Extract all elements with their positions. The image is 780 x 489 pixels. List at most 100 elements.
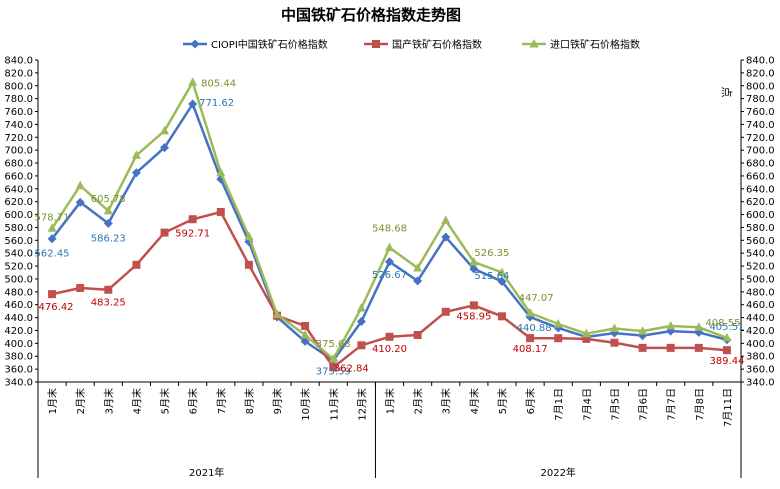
series-point <box>553 319 563 328</box>
series-point <box>372 40 380 48</box>
x-tick-label: 7月4日 <box>581 388 593 421</box>
data-label: 526.35 <box>474 248 509 259</box>
series-point <box>609 323 619 333</box>
y-tick-label-left: 500.0 <box>4 274 33 285</box>
series-point <box>356 316 366 326</box>
data-label: 515.64 <box>474 271 509 282</box>
y-tick-label-right: 480.0 <box>746 287 775 298</box>
series-point <box>131 168 141 178</box>
series-point <box>328 354 338 363</box>
y-tick-label-left: 660.0 <box>4 171 33 182</box>
series-point <box>48 290 57 299</box>
y-tick-label-right: 820.0 <box>746 68 775 79</box>
legend: CIOPI中国铁矿石价格指数 国产铁矿石价格指数 进口铁矿石价格指数 <box>183 38 640 51</box>
x-tick-label: 3月末 <box>102 388 115 414</box>
series-point <box>722 346 731 355</box>
x-tick-label: 7月11日 <box>722 388 734 427</box>
y-tick-label-right: 360.0 <box>746 365 775 376</box>
y-tick-label-right: 460.0 <box>746 300 775 311</box>
y-tick-label-left: 620.0 <box>4 197 33 208</box>
series-point <box>47 223 57 232</box>
x-tick-label: 5月末 <box>159 388 172 414</box>
data-label: 483.25 <box>91 298 126 309</box>
y-tick-label-left: 700.0 <box>4 146 33 157</box>
series-point <box>244 231 254 240</box>
x-tick-label: 4月末 <box>468 388 481 414</box>
y-tick-label-right: 660.0 <box>746 171 775 182</box>
series-point <box>413 330 422 339</box>
series-point <box>160 228 169 237</box>
y-tick-label-right: 440.0 <box>746 313 775 324</box>
x-tick-label: 1月末 <box>46 388 59 414</box>
y-tick-label-right: 400.0 <box>746 339 775 350</box>
series-point <box>638 343 647 352</box>
y-tick-label-left: 780.0 <box>4 94 33 105</box>
series-layer <box>47 77 732 372</box>
y-tick-label-right: 740.0 <box>746 120 775 131</box>
series-point <box>300 336 310 346</box>
series-point <box>188 77 198 86</box>
x-tick-label: 7月8日 <box>694 388 706 421</box>
series-point <box>75 197 85 207</box>
series-point <box>216 167 226 177</box>
y-tick-label-right: 520.0 <box>746 262 775 273</box>
data-label: 605.78 <box>91 194 126 205</box>
x-tick-label: 7月7日 <box>666 388 678 421</box>
series-point <box>385 332 394 341</box>
x-tick-label: 2月末 <box>74 388 87 414</box>
x-tick-label: 4月末 <box>130 388 143 414</box>
series-point <box>638 326 648 335</box>
x-tick-label: 9月末 <box>271 388 284 414</box>
y-tick-label-right: 840.0 <box>746 56 775 67</box>
y-tick-label-left: 580.0 <box>4 223 33 234</box>
group-label: 2021年 <box>189 466 224 479</box>
y-tick-label-left: 800.0 <box>4 81 33 92</box>
series-point <box>694 322 704 331</box>
y-tick-label-right: 600.0 <box>746 210 775 221</box>
y-tick-label-right: 680.0 <box>746 159 775 170</box>
y-tick-label-left: 820.0 <box>4 68 33 79</box>
y-tick-label-left: 440.0 <box>4 313 33 324</box>
series-point <box>301 321 310 330</box>
series-point <box>526 334 535 343</box>
y-tick-label-left: 360.0 <box>4 365 33 376</box>
y-tick-label-left: 520.0 <box>4 262 33 273</box>
y-tick-label-left: 600.0 <box>4 210 33 221</box>
series-point <box>76 283 85 292</box>
y-tick-label-right: 700.0 <box>746 146 775 157</box>
data-label: 586.23 <box>91 233 126 244</box>
series-point <box>469 301 478 310</box>
series-point <box>469 256 479 266</box>
series-point <box>497 277 507 287</box>
y-tick-label-right: 640.0 <box>746 184 775 195</box>
series-point <box>666 320 676 330</box>
series-point <box>722 332 732 342</box>
series-point <box>497 267 507 277</box>
series-point <box>413 276 423 286</box>
series-point <box>357 341 366 350</box>
series-point <box>244 260 253 269</box>
y-tick-label-left: 740.0 <box>4 120 33 131</box>
y-tick-label-left: 680.0 <box>4 159 33 170</box>
series-point <box>329 363 338 372</box>
y-tick-label-right: 620.0 <box>746 197 775 208</box>
x-tick-label: 3月末 <box>440 388 453 414</box>
series-point <box>610 338 619 347</box>
series-point <box>160 143 170 153</box>
series-point <box>131 150 141 159</box>
series-point <box>132 260 141 269</box>
y-tick-label-right: 780.0 <box>746 94 775 105</box>
y-unit-label: 点 <box>720 87 733 98</box>
legend-item: 进口铁矿石价格指数 <box>522 38 640 51</box>
data-label: 548.68 <box>372 224 407 235</box>
data-label: 440.88 <box>517 323 552 334</box>
series-point <box>554 334 563 343</box>
series-point <box>441 215 451 224</box>
x-tick-label: 7月6日 <box>638 388 650 421</box>
series-point <box>469 264 479 274</box>
series-point <box>103 205 113 215</box>
data-label: 447.07 <box>519 293 554 304</box>
series-point <box>160 125 170 135</box>
x-tick-label: 8月末 <box>243 388 256 414</box>
